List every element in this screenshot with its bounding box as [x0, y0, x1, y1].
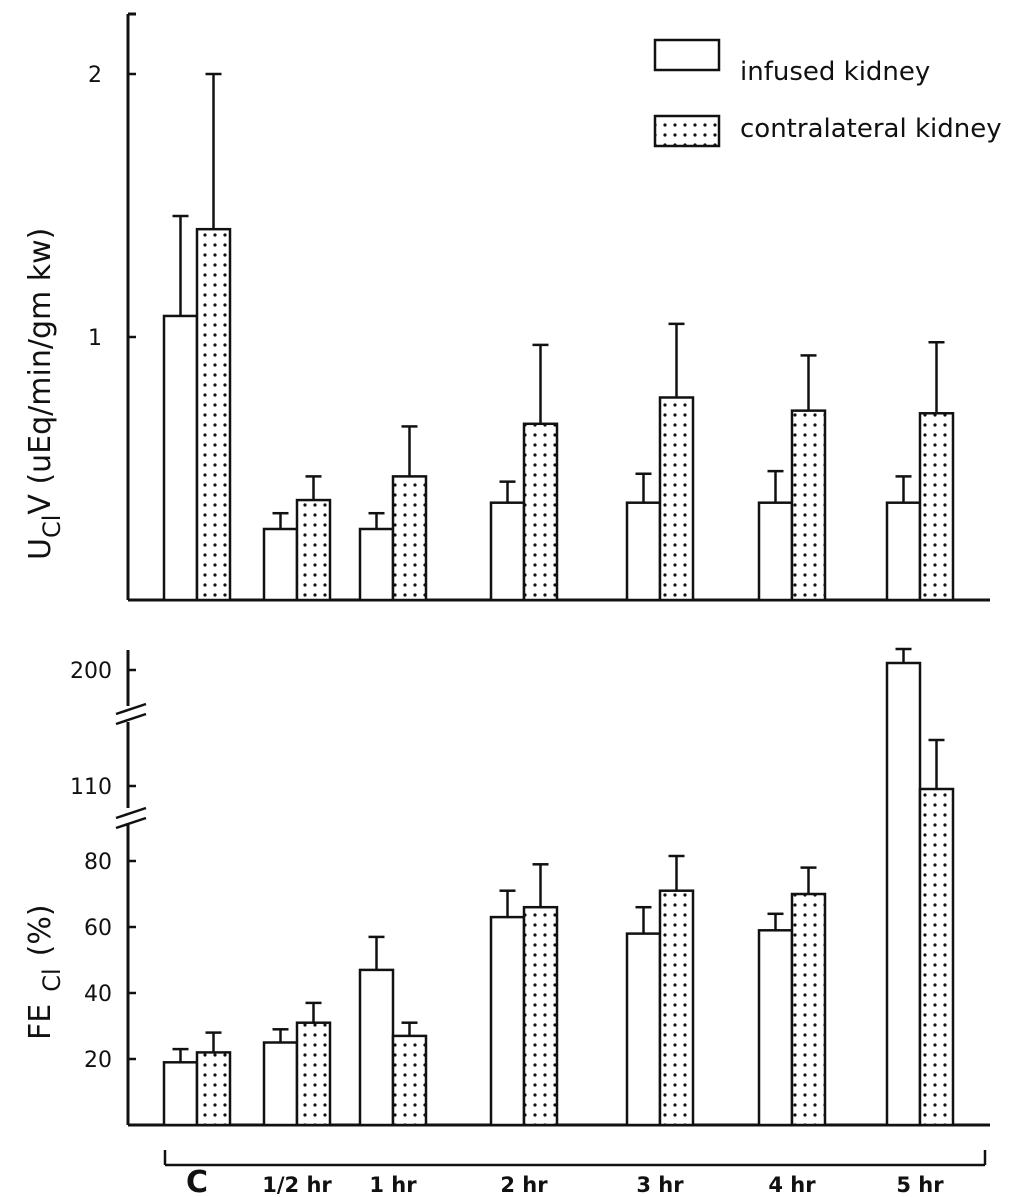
top-bar-contralateral-5: [792, 411, 825, 600]
bottom-y-tick-label-4: 110: [70, 775, 112, 800]
category-labels: C 1/2 hr 1 hr 2 hr 3 hr 4 hr 5 hr: [186, 1165, 944, 1197]
top-y-tick-label-1: 2: [88, 63, 102, 88]
top-bar-contralateral-6: [920, 413, 953, 600]
bottom-bar-infused-4: [627, 934, 660, 1125]
legend-swatch-infused: [655, 40, 719, 70]
top-bars: [164, 74, 953, 600]
bottom-bar-contralateral-5: [792, 894, 825, 1125]
bottom-bar-contralateral-0: [197, 1052, 230, 1125]
top-y-tick-label-0: 1: [88, 326, 102, 351]
category-label-5: 4 hr: [768, 1173, 816, 1197]
top-bar-contralateral-2: [393, 476, 426, 600]
bottom-bar-infused-3: [491, 917, 524, 1125]
top-bar-infused-1: [264, 529, 297, 600]
bottom-y-tick-label-0: 20: [84, 1048, 112, 1073]
bottom-chart: 20 40 60 80 110 200 FECl(%) C 1/2 hr 1 hr 2 hr 3 …: [23, 649, 990, 1197]
top-bar-contralateral-4: [660, 397, 693, 600]
bottom-bar-infused-6: [887, 663, 920, 1125]
top-bar-contralateral-1: [297, 500, 330, 600]
top-chart: 1 2 infused kidney contralateral kidney U…: [23, 14, 1002, 600]
top-bar-infused-6: [887, 503, 920, 600]
bottom-bar-infused-0: [164, 1062, 197, 1125]
axis-break-upper: [116, 704, 146, 724]
bottom-bar-contralateral-6: [920, 789, 953, 1125]
bottom-y-tick-label-5: 200: [70, 659, 112, 684]
axis-break-lower: [116, 808, 146, 828]
category-bracket: [165, 1150, 985, 1165]
category-label-2: 1 hr: [369, 1173, 417, 1197]
bottom-y-label: FECl(%): [23, 904, 66, 1040]
bottom-bar-contralateral-3: [524, 907, 557, 1125]
top-bar-infused-4: [627, 503, 660, 600]
legend-label-contralateral: contralateral kidney: [740, 114, 1002, 144]
bottom-y-tick-label-3: 80: [84, 850, 112, 875]
top-bar-infused-2: [360, 529, 393, 600]
top-y-label: UClV (uEq/min/gm kw): [23, 228, 66, 560]
category-label-3: 2 hr: [500, 1173, 548, 1197]
category-label-1: 1/2 hr: [262, 1173, 332, 1197]
legend-swatch-contralateral: [655, 116, 719, 146]
top-bar-contralateral-3: [524, 424, 557, 600]
top-bar-infused-5: [759, 503, 792, 600]
legend-label-infused: infused kidney: [740, 57, 930, 87]
category-label-4: 3 hr: [636, 1173, 684, 1197]
top-bar-contralateral-0: [197, 229, 230, 600]
bottom-bar-infused-2: [360, 970, 393, 1125]
top-bar-infused-0: [164, 316, 197, 600]
bottom-bar-infused-5: [759, 930, 792, 1125]
bottom-y-tick-label-2: 60: [84, 916, 112, 941]
category-label-0: C: [186, 1165, 208, 1197]
bottom-bar-contralateral-4: [660, 891, 693, 1125]
bottom-bar-infused-1: [264, 1043, 297, 1126]
bottom-bar-contralateral-1: [297, 1023, 330, 1125]
top-bar-infused-3: [491, 503, 524, 600]
bottom-bars: [164, 649, 953, 1125]
category-label-6: 5 hr: [896, 1173, 944, 1197]
bottom-y-tick-label-1: 40: [84, 982, 112, 1007]
bottom-bar-contralateral-2: [393, 1036, 426, 1125]
legend: infused kidney contralateral kidney: [655, 40, 1002, 146]
